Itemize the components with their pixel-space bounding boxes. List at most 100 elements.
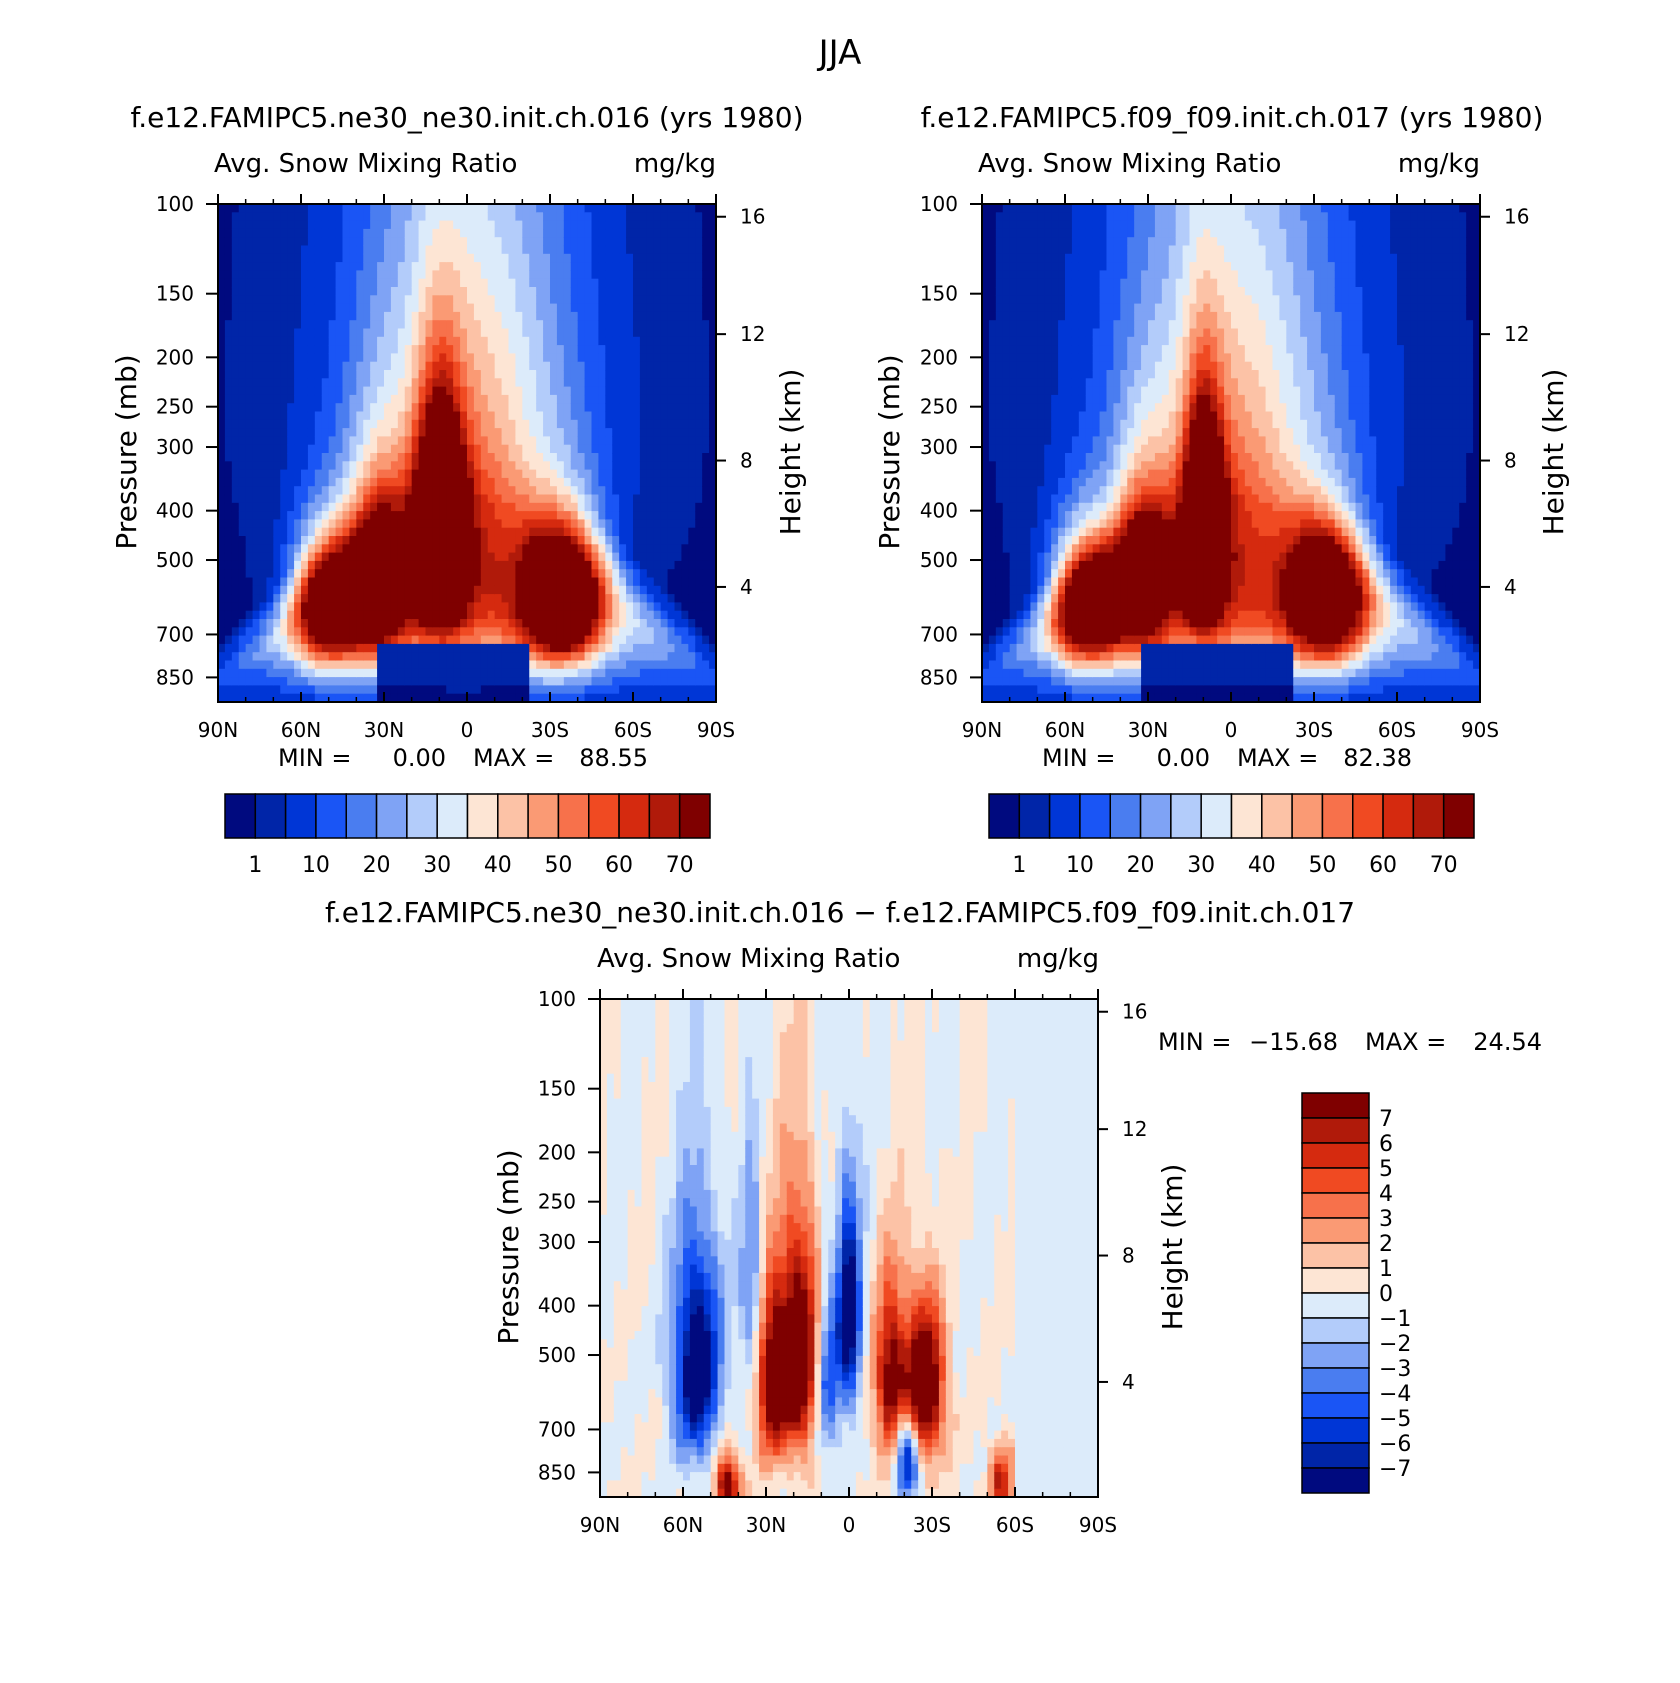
field-cell [218,394,226,404]
field-cell [681,419,689,429]
field-cell [301,502,309,512]
field-cell [1009,560,1018,570]
field-cell [404,253,413,263]
field-cell [432,619,440,628]
field-cell [487,444,496,454]
field-cell [563,353,572,363]
field-cell [294,685,302,695]
field-cell [224,336,233,346]
field-cell [307,619,316,628]
field-cell [411,287,420,296]
field-cell [1030,228,1038,238]
field-cell [404,461,413,471]
field-cell [688,693,696,703]
field-cell [1002,403,1011,413]
field-cell [633,693,641,703]
field-cell [363,453,371,462]
field-cell [307,577,316,587]
field-cell [487,270,496,280]
field-cell [1009,394,1018,404]
field-cell [460,486,468,496]
field-cell [245,394,254,404]
field-cell [577,320,586,330]
field-cell [287,436,295,446]
field-cell [266,569,274,579]
field-cell [563,602,572,612]
field-cell [598,403,606,413]
field-cell [224,428,233,437]
field-cell [612,361,620,371]
field-cell [480,502,489,512]
field-cell [570,436,579,446]
field-cell [536,204,544,213]
field-cell [529,594,537,603]
field-cell [487,677,496,686]
field-cell [432,370,440,379]
field-cell [695,560,703,570]
field-cell [473,627,482,637]
field-cell [688,552,696,562]
field-cell [1009,635,1018,645]
field-cell [674,643,683,653]
field-cell [467,444,475,454]
field-cell [453,693,461,703]
field-cell [1009,444,1018,454]
field-cell [584,378,593,388]
field-cell [1016,477,1025,487]
field-cell [688,228,696,238]
field-cell [487,527,496,537]
field-cell [709,585,717,595]
field-cell [252,361,261,371]
field-cell [314,444,323,454]
field-cell [432,336,440,346]
field-cell [238,652,247,662]
field-cell [988,212,997,222]
field-cell [294,253,302,263]
field-cell [266,585,274,595]
field-cell [370,253,378,263]
field-cell [273,685,281,695]
field-cell [418,693,427,703]
field-cell [556,336,565,346]
field-cell [674,511,683,520]
field-cell [460,577,468,587]
field-cell [460,436,468,446]
field-cell [591,652,600,662]
field-cell [473,311,482,321]
field-cell [432,693,440,703]
field-cell [556,287,565,296]
field-cell [626,303,634,313]
field-cell [273,278,281,288]
field-cell [995,594,1004,603]
field-cell [550,361,558,371]
field-cell [487,519,496,529]
field-cell [674,237,683,247]
field-cell [439,253,447,263]
field-cell [245,228,254,238]
field-cell [563,328,572,338]
field-cell [473,436,482,446]
field-cell [411,336,420,346]
field-cell [591,668,600,678]
field-cell [1023,320,1032,330]
field-cell [349,295,357,305]
field-cell [335,643,344,653]
field-cell [1037,270,1045,280]
field-cell [432,237,440,247]
field-cell [1002,270,1011,280]
field-cell [287,619,295,628]
field-cell [522,378,530,388]
field-cell [411,635,420,645]
field-cell [501,411,510,421]
field-cell [252,394,261,404]
field-cell [570,444,579,454]
field-cell [390,643,399,653]
field-cell [695,527,703,537]
field-cell [363,270,371,280]
field-cell [709,270,717,280]
field-cell [988,245,997,255]
field-cell [252,502,261,512]
field-cell [709,245,717,255]
field-cell [238,237,247,247]
field-cell [570,253,579,263]
